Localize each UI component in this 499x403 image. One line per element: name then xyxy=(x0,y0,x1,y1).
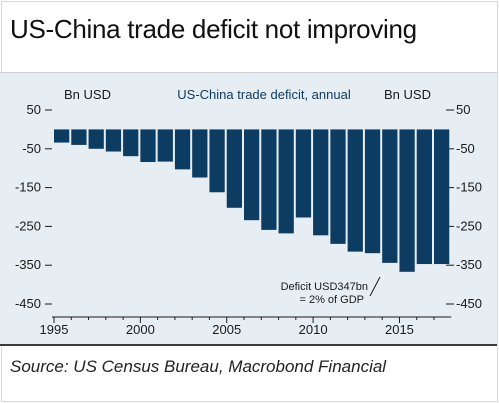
x-tick-label-2000: 2000 xyxy=(126,322,155,337)
bar-2000 xyxy=(140,129,155,162)
x-tick-label-1995: 1995 xyxy=(40,322,69,337)
page-title: US-China trade deficit not improving xyxy=(10,14,417,45)
bar-2003 xyxy=(192,129,207,177)
left-tick-label: -450 xyxy=(15,296,41,311)
bar-1995 xyxy=(54,129,69,142)
left-tick-label: -250 xyxy=(15,218,41,233)
left-tick-label: 50 xyxy=(27,102,41,117)
bar-2002 xyxy=(175,129,190,169)
bar-1997 xyxy=(89,129,104,148)
bar-2008 xyxy=(279,129,294,233)
x-tick-label-2010: 2010 xyxy=(299,322,328,337)
bar-2016 xyxy=(417,129,432,264)
annotation-pointer xyxy=(370,277,380,296)
annotation-group: Deficit USD347bn = 2% of GDP xyxy=(281,277,380,306)
left-tick-label: -150 xyxy=(15,180,41,195)
bar-2015 xyxy=(399,129,414,271)
left-tick-label: -350 xyxy=(15,257,41,272)
bar-2005 xyxy=(227,129,242,207)
right-tick-label: -450 xyxy=(456,296,482,311)
right-tick-label: -150 xyxy=(456,180,482,195)
bar-2017 xyxy=(434,129,449,264)
right-tick-label: 50 xyxy=(456,102,470,117)
right-tick-label: -50 xyxy=(456,141,475,156)
left-axis-unit-label: Bn USD xyxy=(64,87,111,102)
bar-2007 xyxy=(261,129,276,229)
left-tick-label: -50 xyxy=(22,141,41,156)
bar-1996 xyxy=(71,129,86,145)
bar-2004 xyxy=(209,129,224,192)
annotation-line1: Deficit USD347bn xyxy=(281,281,368,293)
right-tick-label: -250 xyxy=(456,218,482,233)
bar-2012 xyxy=(348,129,363,251)
source-note: Source: US Census Bureau, Macrobond Fina… xyxy=(10,357,386,377)
right-tick-label: -350 xyxy=(456,257,482,272)
bar-2009 xyxy=(296,129,311,217)
left-y-axis: 50 -50 -150 -250 -350 -450 xyxy=(15,102,52,311)
right-y-axis: 50 -50 -150 -250 -350 -450 xyxy=(446,102,482,311)
x-tick-label-2015: 2015 xyxy=(385,322,414,337)
annotation-line2: = 2% of GDP xyxy=(299,294,364,306)
bar-2013 xyxy=(365,129,380,253)
x-axis: 1995 2000 2005 2010 2015 xyxy=(40,317,452,337)
bar-2011 xyxy=(330,129,345,243)
bar-1998 xyxy=(106,129,121,151)
bar-1999 xyxy=(123,129,138,156)
bar-2010 xyxy=(313,129,328,235)
bar-2014 xyxy=(382,129,397,262)
bar-chart: Bn USD US-China trade deficit, annual Bn… xyxy=(0,73,497,344)
bar-2001 xyxy=(158,129,173,161)
x-tick-label-2005: 2005 xyxy=(212,322,241,337)
bars-group xyxy=(54,129,449,271)
bar-2006 xyxy=(244,129,259,220)
source-divider xyxy=(0,344,497,346)
chart-title: US-China trade deficit, annual xyxy=(177,87,351,102)
right-axis-unit-label: Bn USD xyxy=(384,87,431,102)
